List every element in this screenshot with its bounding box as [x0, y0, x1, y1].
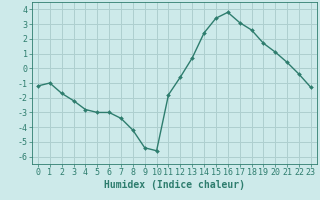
X-axis label: Humidex (Indice chaleur): Humidex (Indice chaleur) [104, 180, 245, 190]
